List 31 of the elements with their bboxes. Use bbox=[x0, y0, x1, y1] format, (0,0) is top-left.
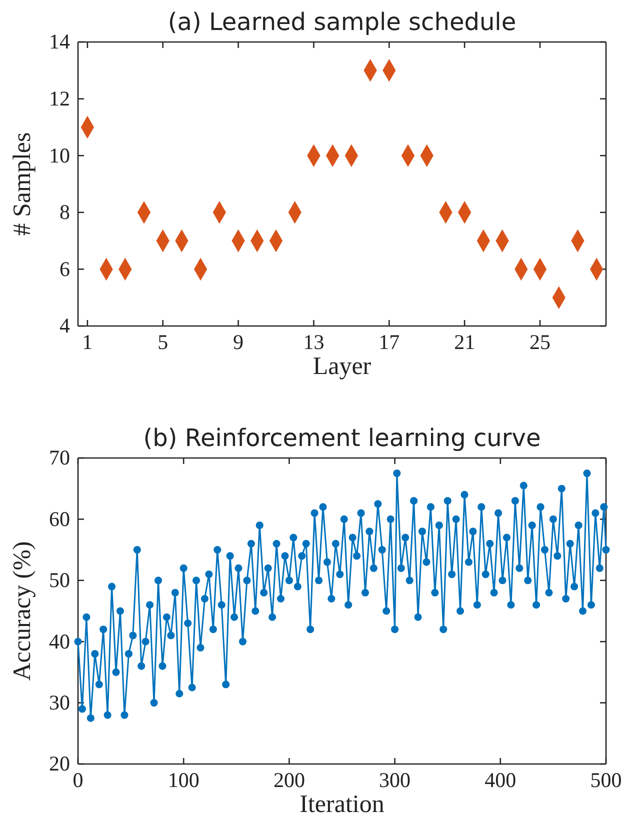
chart-title: (b) Reinforcement learning curve bbox=[143, 424, 541, 452]
x-tick-label: 13 bbox=[303, 330, 324, 354]
y-tick-label: 14 bbox=[49, 30, 70, 54]
x-tick-label: 0 bbox=[72, 768, 84, 792]
x-tick-label: 17 bbox=[378, 330, 400, 354]
y-tick-label: 40 bbox=[49, 629, 70, 654]
x-tick-label: 1 bbox=[82, 330, 93, 354]
x-axis-title: Layer bbox=[312, 353, 372, 380]
y-axis-title: Accuracy (%) bbox=[9, 541, 36, 681]
chart-title: (a) Learned sample schedule bbox=[168, 8, 516, 36]
y-tick-label: 60 bbox=[49, 506, 70, 531]
x-tick-label: 200 bbox=[273, 768, 305, 792]
x-tick-label: 5 bbox=[158, 330, 168, 354]
y-tick-label: 30 bbox=[49, 690, 70, 715]
x-tick-label: 25 bbox=[530, 330, 550, 354]
y-axis-title: # Samples bbox=[9, 132, 36, 236]
y-tick-label: 50 bbox=[49, 568, 70, 592]
x-tick-label: 100 bbox=[168, 768, 200, 792]
y-tick-label: 6 bbox=[60, 256, 70, 281]
x-tick-label: 500 bbox=[590, 768, 622, 792]
x-tick-label: 21 bbox=[454, 330, 476, 354]
x-tick-label: 9 bbox=[233, 330, 244, 354]
y-tick-label: 70 bbox=[49, 446, 70, 470]
x-tick-label: 300 bbox=[379, 768, 411, 792]
x-tick-label: 400 bbox=[484, 768, 516, 792]
y-tick-label: 4 bbox=[60, 314, 70, 338]
x-axis-title: Iteration bbox=[300, 791, 385, 818]
y-tick-label: 10 bbox=[49, 143, 70, 168]
y-tick-label: 20 bbox=[49, 752, 70, 776]
y-tick-label: 8 bbox=[60, 200, 70, 224]
y-tick-label: 12 bbox=[49, 86, 70, 111]
